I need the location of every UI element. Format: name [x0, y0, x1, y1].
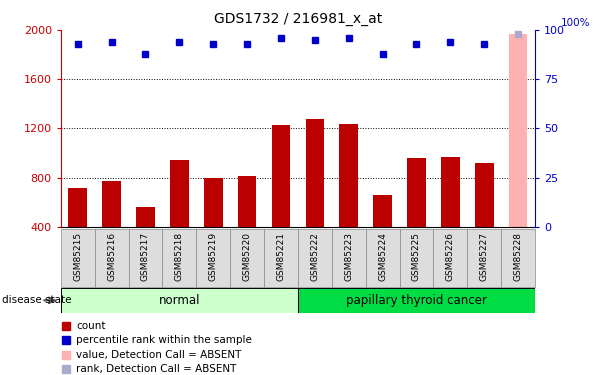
Bar [61, 229, 95, 287]
Bar [102, 182, 121, 227]
Text: GSM85222: GSM85222 [310, 232, 319, 281]
Bar [162, 229, 196, 287]
Bar [332, 229, 365, 287]
Text: GSM85219: GSM85219 [209, 232, 218, 281]
Text: GSM85221: GSM85221 [277, 232, 286, 281]
Text: GSM85223: GSM85223 [344, 232, 353, 281]
Bar [339, 123, 358, 227]
Text: GSM85228: GSM85228 [514, 232, 523, 281]
Text: GSM85224: GSM85224 [378, 232, 387, 281]
Text: GSM85220: GSM85220 [243, 232, 252, 281]
Bar [69, 188, 87, 227]
Bar [136, 207, 155, 227]
Title: GDS1732 / 216981_x_at: GDS1732 / 216981_x_at [214, 12, 382, 26]
Bar [170, 160, 188, 227]
Bar [373, 195, 392, 227]
Text: GSM85215: GSM85215 [73, 232, 82, 281]
Text: GSM85216: GSM85216 [107, 232, 116, 281]
Text: GSM85218: GSM85218 [175, 232, 184, 281]
Text: 100%: 100% [561, 18, 590, 28]
Bar [238, 176, 257, 227]
Bar [230, 229, 264, 287]
Bar [264, 229, 298, 287]
Bar [128, 229, 162, 287]
Text: rank, Detection Call = ABSENT: rank, Detection Call = ABSENT [76, 364, 237, 374]
Bar [407, 158, 426, 227]
Bar [365, 229, 399, 287]
Text: GSM85217: GSM85217 [141, 232, 150, 281]
Text: count: count [76, 321, 105, 331]
Text: GSM85227: GSM85227 [480, 232, 489, 281]
Bar [272, 125, 290, 227]
Bar [196, 229, 230, 287]
Text: percentile rank within the sample: percentile rank within the sample [76, 335, 252, 345]
Text: disease state: disease state [2, 296, 71, 305]
Text: value, Detection Call = ABSENT: value, Detection Call = ABSENT [76, 350, 241, 360]
Text: GSM85226: GSM85226 [446, 232, 455, 281]
Bar [306, 118, 324, 227]
Bar [204, 178, 223, 227]
Bar [298, 288, 535, 313]
Bar [61, 288, 298, 313]
Bar [399, 229, 434, 287]
Text: papillary thyroid cancer: papillary thyroid cancer [346, 294, 487, 307]
Bar [509, 34, 527, 227]
Bar [95, 229, 128, 287]
Bar [434, 229, 468, 287]
Bar [475, 163, 494, 227]
Text: normal: normal [159, 294, 200, 307]
Text: GSM85225: GSM85225 [412, 232, 421, 281]
Bar [501, 229, 535, 287]
Bar [298, 229, 332, 287]
Bar [468, 229, 501, 287]
Bar [441, 158, 460, 227]
